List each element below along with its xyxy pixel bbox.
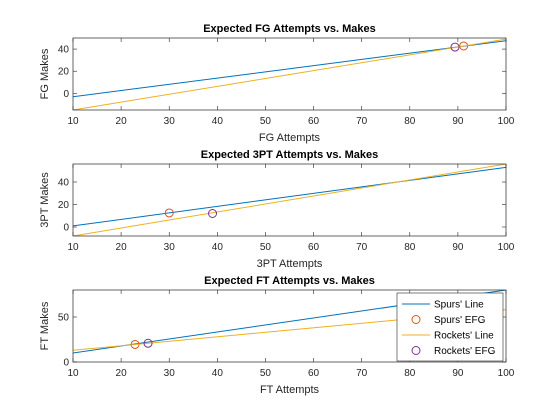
series-line-1 [73,166,506,227]
series-marker-2 [459,41,469,51]
x-tick-label: 60 [308,242,320,253]
y-tick-label: 20 [58,67,70,78]
series-marker-4 [450,42,460,52]
series-line-1 [73,40,506,98]
legend-entry-label: Spurs' EFG [434,315,486,326]
x-tick-label: 10 [67,368,79,379]
x-tick-label: 70 [356,242,368,253]
y-tick-label: 40 [58,178,70,189]
x-tick-label: 70 [356,368,368,379]
y-tick-label: 20 [58,200,70,211]
chart-title: Expected FG Attempts vs. Makes [203,23,376,35]
series-marker-4 [143,338,153,348]
subplot-2: 10 20 30 40 50 60 70 80 90 100 0 20 40 Expected 3PT A… [39,149,515,270]
x-tick-label: 50 [260,242,272,253]
y-tick-label: 0 [63,223,69,234]
x-axis-label: FT Attempts [260,384,320,396]
axes-frame [72,289,507,363]
x-tick-label: 90 [452,242,464,253]
legend-entry-label: Rockets' EFG [434,346,496,357]
x-axis-label: 3PT Attempts [257,258,323,270]
y-axis-label: FG Makes [39,48,51,99]
x-tick-label: 10 [67,242,79,253]
y-tick-label: 50 [58,313,70,324]
x-tick-label: 90 [452,116,464,127]
chart-title: Expected 3PT Attempts vs. Makes [201,149,379,161]
x-axis-label: FG Attempts [259,132,321,144]
x-tick-label: 100 [498,368,515,379]
x-tick-label: 60 [308,116,320,127]
x-tick-label: 30 [164,116,176,127]
x-tick-label: 30 [164,368,176,379]
x-tick-label: 10 [67,116,79,127]
y-tick-label: 0 [63,89,69,100]
y-axis-label: 3PT Makes [39,172,51,228]
legend-entry-label: Spurs' Line [434,300,484,311]
subplot-1: 10 20 30 40 50 60 70 80 90 100 0 20 40 Expected FG At… [39,23,515,144]
legend: Spurs' Line Spurs' EFG Rockets' Line Rocket… [396,292,504,362]
x-tick-label: 100 [498,116,515,127]
y-axis-label: FT Makes [39,301,51,350]
chart-title: Expected FT Attempts vs. Makes [204,275,375,287]
x-tick-label: 80 [404,242,416,253]
x-tick-label: 40 [212,368,224,379]
legend-marker-swatch [411,315,421,324]
x-tick-label: 90 [452,368,464,379]
x-tick-label: 70 [356,116,368,127]
x-tick-label: 80 [404,368,416,379]
series-line-3 [73,164,506,236]
series-marker-2 [164,208,174,218]
x-tick-label: 100 [498,242,515,253]
x-tick-label: 30 [164,242,176,253]
y-tick-label: 0 [63,358,69,369]
legend-marker-swatch [411,346,421,355]
axes-frame [72,163,507,237]
y-tick-label: 40 [58,45,70,56]
series-marker-4 [208,209,218,218]
x-tick-label: 20 [116,368,128,379]
x-tick-label: 20 [116,116,128,127]
axes-frame [72,37,507,111]
x-tick-label: 80 [404,116,416,127]
legend-entry-label: Rockets' Line [434,331,494,342]
x-tick-label: 20 [116,242,128,253]
x-tick-label: 40 [212,116,224,127]
x-tick-label: 50 [260,116,272,127]
x-tick-label: 50 [260,368,272,379]
x-tick-label: 60 [308,368,320,379]
plot-series [73,164,506,236]
plot-series [73,38,506,110]
series-line-3 [73,38,506,110]
x-tick-label: 40 [212,242,224,253]
subplot-3: 10 20 30 40 50 60 70 80 90 100 0 50 Expected FT Atte… [39,275,515,396]
